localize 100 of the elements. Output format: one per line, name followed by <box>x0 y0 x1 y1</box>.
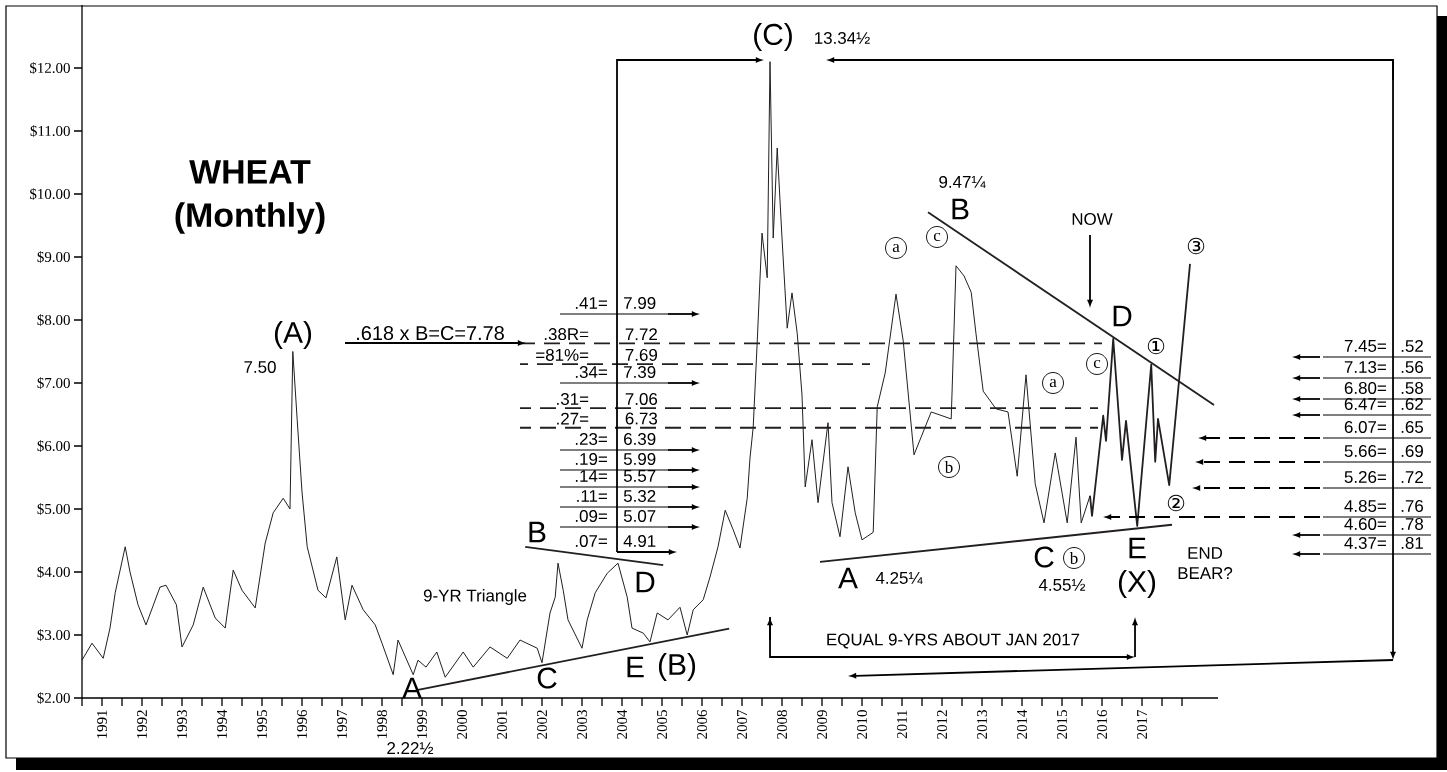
annotation: D <box>1113 305 1132 327</box>
text: .56 <box>1401 361 1424 373</box>
annotation: .34= <box>575 366 607 378</box>
text: .62 <box>1401 398 1423 410</box>
annotation: 7.50 <box>244 361 276 373</box>
text: 4.60= <box>1344 518 1386 530</box>
annotation: .27= <box>557 412 589 425</box>
annotation: .23= <box>575 433 607 445</box>
text: 7.45= <box>1344 340 1386 352</box>
x-tick-label: 1991 <box>96 710 108 739</box>
text: .78 <box>1401 518 1424 530</box>
annotation: 6.39 <box>624 433 656 445</box>
x-tick-label: 2001 <box>496 710 508 739</box>
text: 6.07= <box>1344 421 1386 433</box>
x-tick-label: 1994 <box>216 709 228 739</box>
annotation: 9.47¼ <box>939 175 986 189</box>
annotation: 4.25¼ <box>875 571 923 585</box>
y-tick-label: $10.00 <box>30 188 70 200</box>
text: .52 <box>1401 340 1423 352</box>
annotation: .31= <box>557 393 589 405</box>
annotation: .38R= <box>544 328 589 341</box>
text: 4.37= <box>1344 537 1386 549</box>
text: .72 <box>1401 471 1423 483</box>
annotation: ① <box>1147 337 1165 355</box>
annotation: c <box>933 232 941 242</box>
x-tick-label: 2017 <box>1136 709 1148 739</box>
x-tick-label: 2014 <box>1016 709 1028 739</box>
annotation: a <box>1049 378 1057 388</box>
annotation: A <box>838 567 858 589</box>
x-tick-label: 2010 <box>856 710 868 739</box>
annotation: 13.34½ <box>815 31 870 44</box>
annotation: .11= <box>577 490 607 502</box>
text: 4.85= <box>1344 500 1386 512</box>
text: 6.80= <box>1344 382 1386 394</box>
y-tick-label: $6.00 <box>37 440 70 452</box>
annotation: ② <box>1167 494 1185 512</box>
text: .65 <box>1401 421 1424 433</box>
annotation: C <box>537 667 557 689</box>
text: 6.47= <box>1344 398 1386 410</box>
x-tick-label: 2005 <box>656 710 668 739</box>
annotation: 5.32 <box>623 490 656 502</box>
y-tick-label: $12.00 <box>30 62 70 74</box>
annotation: 7.39 <box>624 366 656 378</box>
x-tick-label: 2011 <box>896 710 908 739</box>
y-tick-label: $8.00 <box>37 314 70 326</box>
x-tick-label: 1999 <box>416 710 428 739</box>
annotation: .19= <box>575 453 607 465</box>
annotation: c <box>1093 359 1101 369</box>
annotation: 9-YR Triangle <box>423 589 527 605</box>
y-tick-label: $5.00 <box>37 503 70 515</box>
annotation: END <box>1188 547 1223 559</box>
annotation: E <box>627 656 644 678</box>
x-tick-label: 1998 <box>376 710 388 739</box>
text: 2.22½ <box>387 742 434 754</box>
text: .76 <box>1401 500 1424 512</box>
annotation: (A) <box>274 321 312 349</box>
x-tick-label: 2012 <box>936 710 948 739</box>
annotation: ③ <box>1187 237 1205 255</box>
x-tick-label: 2008 <box>776 710 788 739</box>
x-tick-label: 2003 <box>576 710 588 739</box>
text: .81 <box>1401 537 1423 549</box>
text: 5.26= <box>1344 471 1386 483</box>
annotation: (X) <box>1118 570 1156 598</box>
text: 5.66= <box>1344 445 1386 457</box>
y-tick-label: $4.00 <box>37 566 70 578</box>
text: 7.13= <box>1344 361 1386 373</box>
y-tick-label: $11.00 <box>30 125 70 137</box>
annotation: .618 x B=C=7.78 <box>357 326 504 341</box>
annotation: BEAR? <box>1178 567 1233 579</box>
annotation: D <box>636 571 655 593</box>
x-tick-label: 2004 <box>616 709 628 739</box>
x-tick-label: 1995 <box>256 710 268 739</box>
text: .58 <box>1401 382 1424 394</box>
x-tick-label: 2015 <box>1056 710 1068 739</box>
annotation: 7.06 <box>625 393 658 405</box>
annotation: (C) <box>754 23 792 51</box>
x-tick-label: 1997 <box>336 709 348 739</box>
annotation: 6.73 <box>625 412 658 425</box>
annotation: .07= <box>575 535 607 547</box>
y-tick-label: $3.00 <box>37 629 70 641</box>
annotation: C <box>1034 546 1054 568</box>
annotation: .14= <box>575 470 607 482</box>
y-tick-label: $9.00 <box>37 251 70 263</box>
annotation: b <box>1069 552 1078 564</box>
annotation: .09= <box>575 510 607 522</box>
annotation: B <box>529 521 546 543</box>
annotation: 4.91 <box>623 535 656 547</box>
annotation: 4.55½ <box>1038 579 1086 591</box>
annotation: 5.57 <box>623 470 656 482</box>
annotation: 7.72 <box>625 328 657 341</box>
annotation: NOW <box>1072 212 1113 225</box>
x-tick-label: 1993 <box>176 710 188 739</box>
x-tick-label: 1996 <box>296 709 308 739</box>
text: WHEAT <box>189 160 311 184</box>
annotation: b <box>944 461 953 473</box>
annotation: 7.99 <box>624 297 656 309</box>
annotation: (B) <box>658 653 696 681</box>
annotation: A <box>402 677 422 699</box>
x-tick-label: 2016 <box>1096 709 1108 739</box>
x-tick-label: 1992 <box>136 710 148 739</box>
